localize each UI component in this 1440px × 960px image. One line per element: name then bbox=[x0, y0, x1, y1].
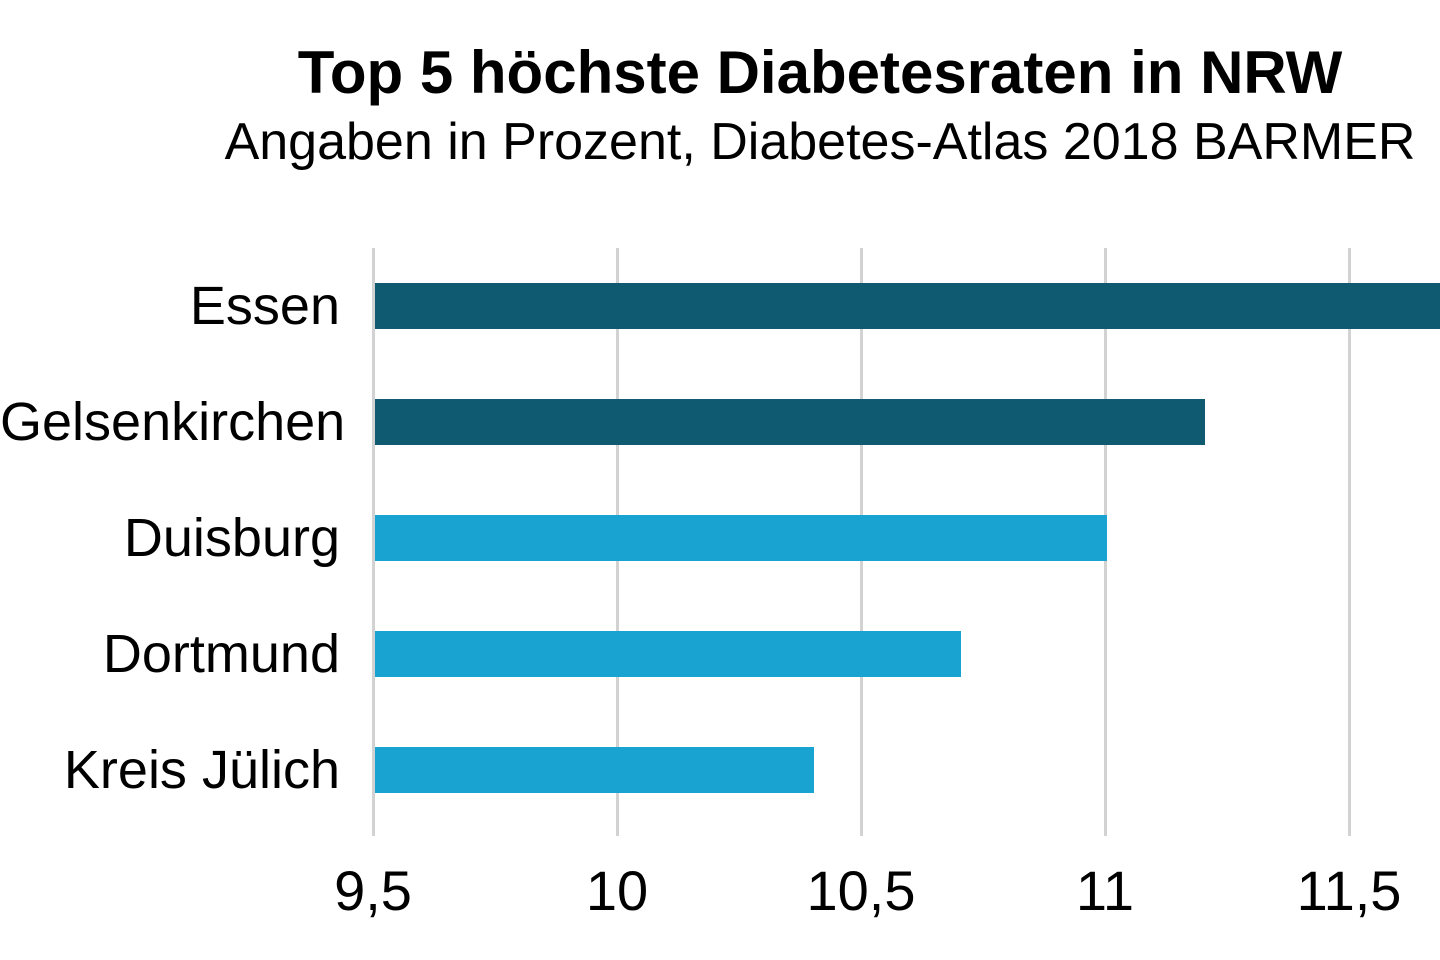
category-label-dortmund: Dortmund bbox=[102, 624, 340, 684]
category-label-duisburg: Duisburg bbox=[123, 508, 340, 568]
plot-area bbox=[372, 248, 1440, 836]
bar-dortmund bbox=[375, 631, 961, 677]
category-label-gelsenkirchen: Gelsenkirchen bbox=[0, 392, 346, 452]
x-tick-label-10: 10 bbox=[585, 859, 649, 922]
category-label-kreis-j-lich: Kreis Jülich bbox=[63, 740, 340, 800]
bar-gelsenkirchen bbox=[375, 399, 1205, 445]
bar-kreis-j-lich bbox=[375, 747, 814, 793]
chart-title: Top 5 höchste Diabetesraten in NRW bbox=[297, 39, 1343, 106]
x-tick-label-11,5: 11,5 bbox=[1296, 859, 1402, 922]
gridline-11,5 bbox=[1348, 248, 1351, 836]
category-label-essen: Essen bbox=[189, 276, 340, 336]
x-tick-label-9,5: 9,5 bbox=[334, 859, 412, 922]
x-tick-label-10,5: 10,5 bbox=[806, 859, 916, 922]
bar-essen bbox=[375, 283, 1440, 329]
chart-subtitle: Angaben in Prozent, Diabetes-Atlas 2018 … bbox=[224, 113, 1416, 171]
x-tick-label-11: 11 bbox=[1075, 859, 1135, 922]
bar-duisburg bbox=[375, 515, 1107, 561]
gridline-9,5 bbox=[372, 248, 375, 836]
